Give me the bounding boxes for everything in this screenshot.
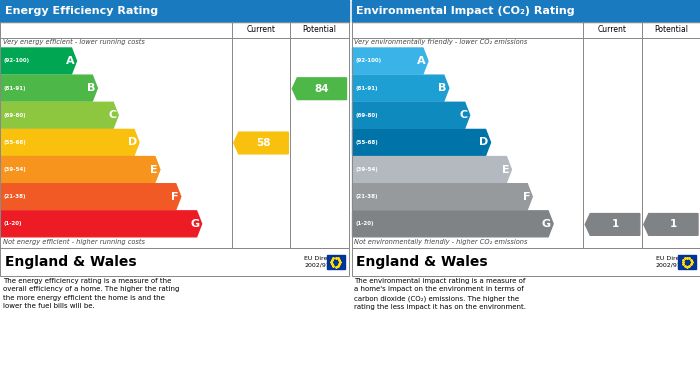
Text: Very environmentally friendly - lower CO₂ emissions: Very environmentally friendly - lower CO… xyxy=(354,39,528,45)
Text: (21-38): (21-38) xyxy=(4,194,27,199)
Text: 1: 1 xyxy=(611,219,619,230)
Text: (55-68): (55-68) xyxy=(356,140,378,145)
Text: (39-54): (39-54) xyxy=(356,167,378,172)
Text: (1-20): (1-20) xyxy=(356,221,374,226)
Text: D: D xyxy=(480,137,489,147)
Bar xyxy=(0,248,349,276)
Polygon shape xyxy=(1,129,139,155)
Polygon shape xyxy=(353,102,470,128)
Polygon shape xyxy=(353,156,512,183)
Text: B: B xyxy=(438,83,447,93)
Polygon shape xyxy=(353,211,553,237)
Polygon shape xyxy=(1,48,76,74)
Polygon shape xyxy=(644,213,698,235)
Text: Potential: Potential xyxy=(654,25,688,34)
Text: Not environmentally friendly - higher CO₂ emissions: Not environmentally friendly - higher CO… xyxy=(354,239,528,245)
Text: (81-91): (81-91) xyxy=(4,86,27,91)
Text: E: E xyxy=(502,165,510,174)
Text: The environmental impact rating is a measure of
a home's impact on the environme: The environmental impact rating is a mea… xyxy=(354,278,526,310)
Text: (69-80): (69-80) xyxy=(4,113,27,118)
Text: G: G xyxy=(190,219,199,229)
Text: C: C xyxy=(460,110,468,120)
Text: Not energy efficient - higher running costs: Not energy efficient - higher running co… xyxy=(3,239,145,245)
Bar xyxy=(351,248,700,276)
Bar xyxy=(351,22,700,248)
Text: A: A xyxy=(66,56,74,66)
Text: The energy efficiency rating is a measure of the
overall efficiency of a home. T: The energy efficiency rating is a measur… xyxy=(3,278,179,310)
Text: (81-91): (81-91) xyxy=(356,86,378,91)
Text: C: C xyxy=(108,110,116,120)
Bar xyxy=(678,255,696,269)
Text: Potential: Potential xyxy=(302,25,337,34)
Text: F: F xyxy=(523,192,531,202)
Text: (21-38): (21-38) xyxy=(356,194,378,199)
Text: (55-68): (55-68) xyxy=(4,140,27,145)
Text: Environmental Impact (CO₂) Rating: Environmental Impact (CO₂) Rating xyxy=(356,6,575,16)
Bar xyxy=(0,22,349,248)
Polygon shape xyxy=(1,156,160,183)
Text: Current: Current xyxy=(246,25,276,34)
Polygon shape xyxy=(1,102,118,128)
Text: Current: Current xyxy=(598,25,627,34)
Text: 58: 58 xyxy=(256,138,271,148)
Text: F: F xyxy=(172,192,178,202)
Text: (92-100): (92-100) xyxy=(4,59,30,63)
Bar xyxy=(326,255,344,269)
Text: Energy Efficiency Rating: Energy Efficiency Rating xyxy=(5,6,158,16)
Bar xyxy=(0,0,349,22)
Text: EU Directive
2002/91/EC: EU Directive 2002/91/EC xyxy=(304,256,343,268)
Text: G: G xyxy=(542,219,551,229)
Polygon shape xyxy=(353,184,532,210)
Polygon shape xyxy=(293,78,346,100)
Text: England & Wales: England & Wales xyxy=(356,255,488,269)
Polygon shape xyxy=(353,48,428,74)
Text: 84: 84 xyxy=(314,84,329,94)
Polygon shape xyxy=(1,184,181,210)
Text: (92-100): (92-100) xyxy=(356,59,382,63)
Text: Very energy efficient - lower running costs: Very energy efficient - lower running co… xyxy=(3,39,145,45)
Polygon shape xyxy=(353,75,449,101)
Text: (1-20): (1-20) xyxy=(4,221,22,226)
Text: 1: 1 xyxy=(670,219,677,230)
Polygon shape xyxy=(1,211,202,237)
Polygon shape xyxy=(1,75,97,101)
Polygon shape xyxy=(353,129,491,155)
Text: D: D xyxy=(128,137,137,147)
Polygon shape xyxy=(234,132,288,154)
Text: (39-54): (39-54) xyxy=(4,167,27,172)
Text: A: A xyxy=(417,56,426,66)
Text: England & Wales: England & Wales xyxy=(5,255,136,269)
Text: B: B xyxy=(87,83,95,93)
Text: (69-80): (69-80) xyxy=(356,113,378,118)
Text: EU Directive
2002/91/EC: EU Directive 2002/91/EC xyxy=(656,256,694,268)
Text: E: E xyxy=(150,165,158,174)
Bar xyxy=(351,0,700,22)
Polygon shape xyxy=(585,213,640,235)
